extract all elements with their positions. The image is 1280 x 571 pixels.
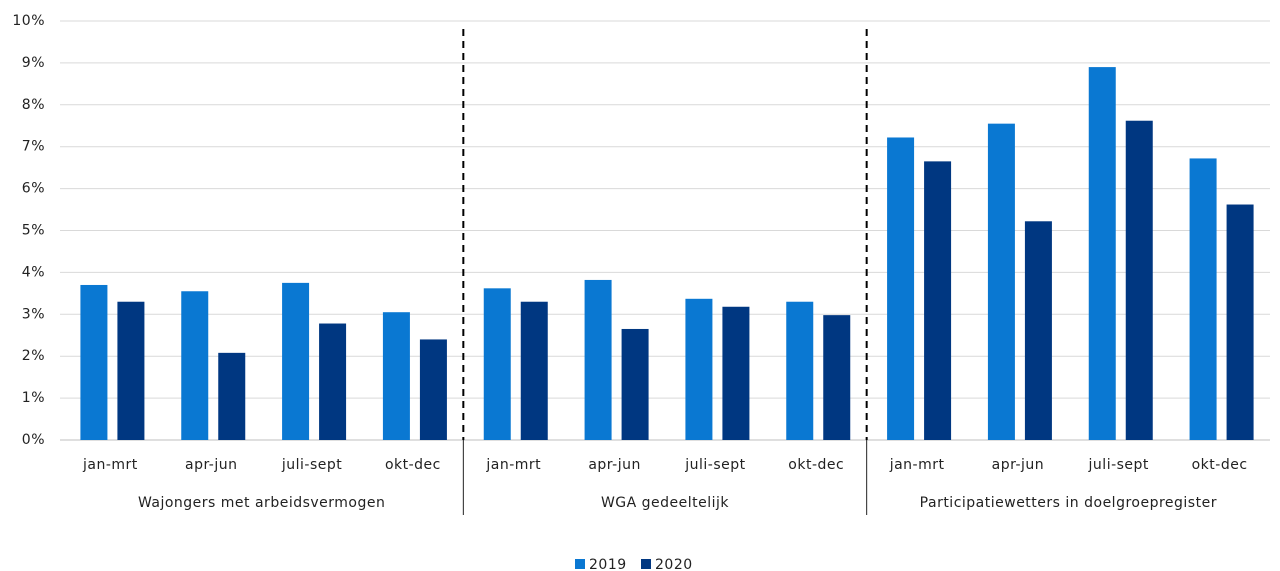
x-tick-label: apr-jun (992, 457, 1045, 473)
bar (1226, 204, 1254, 440)
legend-swatch (641, 559, 651, 569)
bar (584, 279, 612, 440)
x-tick-label: jan-mrt (82, 457, 138, 473)
bar (987, 123, 1015, 440)
x-tick-label: juli-sept (281, 457, 342, 473)
y-tick-label: 3% (22, 306, 45, 322)
x-tick-label: okt-dec (385, 457, 441, 473)
bar (382, 312, 410, 440)
x-tick-label: jan-mrt (889, 457, 945, 473)
bar (1024, 221, 1052, 440)
y-tick-label: 5% (22, 223, 45, 239)
y-tick-label: 6% (22, 181, 45, 197)
bar (722, 306, 750, 440)
x-tick-label: jan-mrt (485, 457, 541, 473)
x-tick-label: juli-sept (1088, 457, 1149, 473)
group-label: Participatiewetters in doelgroepregister (920, 495, 1217, 511)
x-tick-label: apr-jun (185, 457, 238, 473)
y-tick-label: 1% (22, 390, 45, 406)
bar (1088, 67, 1116, 440)
group-label: Wajongers met arbeidsvermogen (138, 495, 385, 511)
legend-label: 2020 (655, 557, 693, 571)
bar (80, 284, 108, 440)
bar (319, 323, 347, 440)
bar (1125, 120, 1153, 441)
y-tick-label: 9% (22, 55, 45, 71)
bar (823, 315, 851, 440)
y-tick-label: 8% (22, 97, 45, 113)
x-tick-label: juli-sept (684, 457, 745, 473)
x-tick-label: okt-dec (1192, 457, 1248, 473)
bar (419, 339, 447, 440)
bar (786, 301, 814, 440)
x-tick-label: apr-jun (588, 457, 641, 473)
bar (621, 328, 649, 440)
bar (218, 352, 246, 440)
bar (887, 137, 915, 440)
y-tick-label: 4% (22, 264, 45, 280)
bar (282, 282, 310, 440)
bar (520, 301, 548, 440)
group-label: WGA gedeeltelijk (601, 495, 729, 511)
bar (483, 288, 511, 440)
y-tick-label: 7% (22, 139, 45, 155)
bar (117, 301, 145, 440)
bar (1189, 158, 1217, 440)
y-tick-label: 10% (12, 13, 45, 29)
bar (685, 298, 713, 440)
legend-label: 2019 (589, 557, 627, 571)
bar (181, 291, 209, 440)
y-tick-label: 0% (22, 432, 45, 448)
legend-swatch (575, 559, 585, 569)
x-tick-label: okt-dec (788, 457, 844, 473)
y-tick-label: 2% (22, 348, 45, 364)
bar (924, 161, 952, 441)
